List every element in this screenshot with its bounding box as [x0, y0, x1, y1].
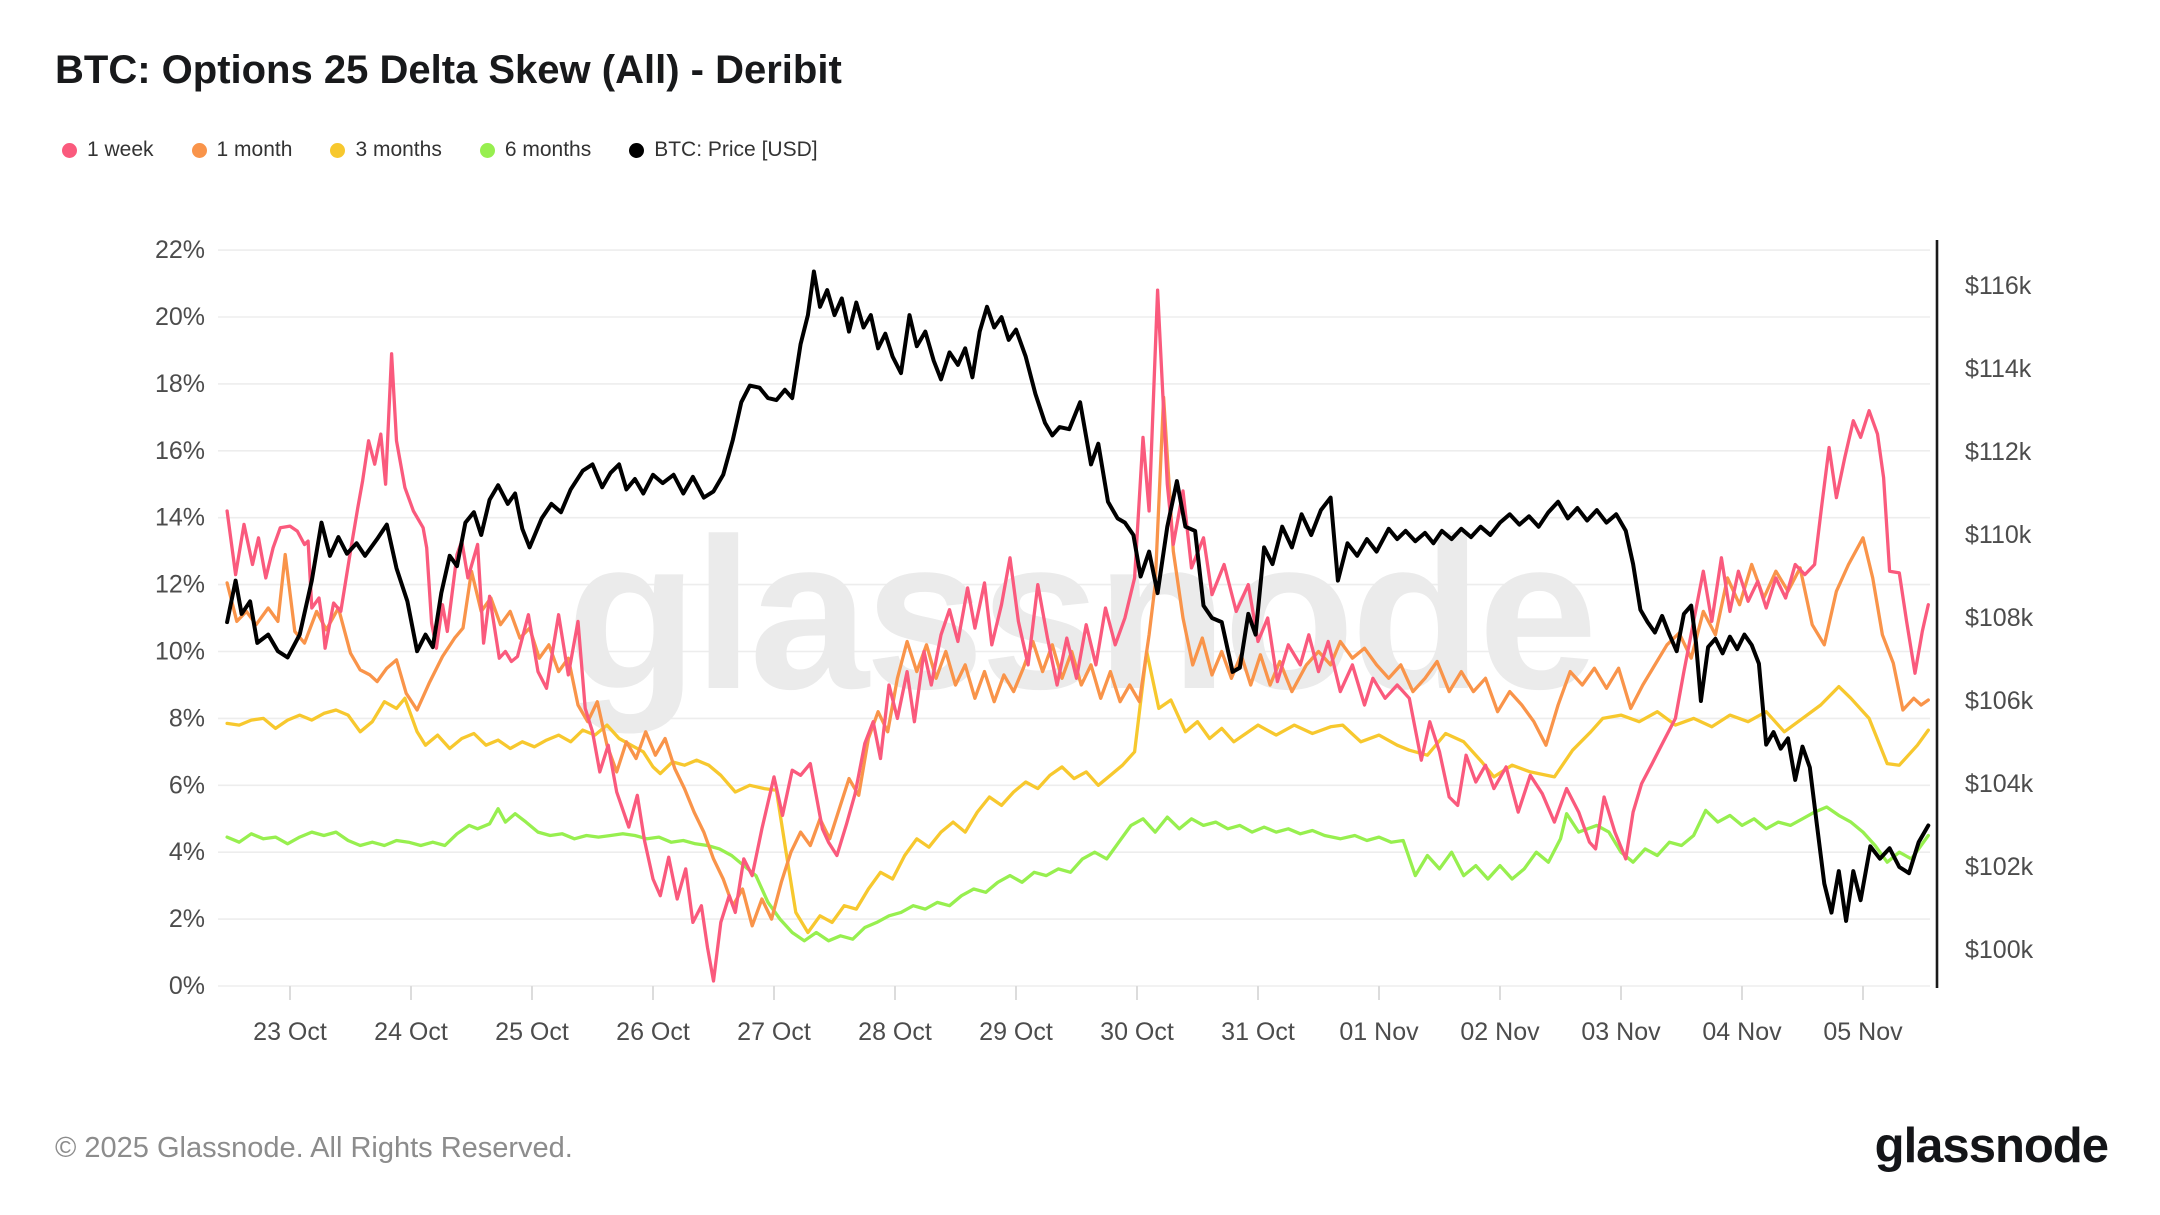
y-axis-right-label-110k: $110k — [1965, 521, 2032, 549]
y-axis-right-label-108k: $108k — [1965, 604, 2034, 632]
x-axis-label-24-Oct: 24 Oct — [374, 1018, 448, 1046]
legend-dot-icon — [479, 142, 495, 158]
legend-item-label: BTC: Price [USD] — [654, 138, 818, 161]
y-axis-left-label-20: 20% — [155, 303, 205, 331]
glassnode-watermark: glassnode — [566, 493, 1593, 734]
y-axis-left-label-16: 16% — [155, 437, 205, 465]
y-axis-left-label-8: 8% — [169, 704, 205, 732]
x-axis-label-03-Nov: 03 Nov — [1581, 1018, 1661, 1046]
y-axis-left-label-4: 4% — [169, 838, 205, 866]
y-axis-left-label-18: 18% — [155, 370, 205, 398]
x-axis-label-30-Oct: 30 Oct — [1100, 1018, 1174, 1046]
x-axis-label-27-Oct: 27 Oct — [737, 1018, 811, 1046]
y-axis-right-label-116k: $116k — [1965, 272, 2032, 300]
y-axis-right-label-114k: $114k — [1965, 355, 2032, 383]
series-line-btc-price-usd- — [225, 269, 1931, 923]
page-title: BTC: Options 25 Delta Skew (All) - Derib… — [55, 48, 842, 92]
x-axis-label-05-Nov: 05 Nov — [1823, 1018, 1903, 1046]
y-axis-right-label-102k: $102k — [1965, 853, 2034, 881]
legend-item-1-week[interactable]: 1 week — [62, 138, 154, 162]
series-line-6-months — [225, 805, 1930, 943]
x-axis-label-23-Oct: 23 Oct — [253, 1018, 327, 1046]
series-line-3-months — [225, 649, 1930, 935]
legend-dot-icon — [191, 142, 207, 158]
legend-item-label: 1 month — [216, 138, 293, 161]
y-axis-right-label-112k: $112k — [1965, 438, 2032, 466]
legend: 1 week 1 month 3 months 6 months BTC: Price … — [62, 138, 818, 162]
y-axis-left-label-12: 12% — [155, 571, 205, 599]
y-axis-right-label-100k: $100k — [1965, 936, 2034, 964]
y-axis-left-label-22: 22% — [155, 236, 205, 264]
legend-item-label: 3 months — [355, 138, 442, 161]
x-axis-label-04-Nov: 04 Nov — [1702, 1018, 1782, 1046]
legend-dot-icon — [629, 142, 645, 158]
series-line-1-week — [225, 288, 1930, 983]
legend-item-label: 1 week — [87, 138, 154, 161]
x-axis-label-31-Oct: 31 Oct — [1221, 1018, 1295, 1046]
legend-item-6-months[interactable]: 6 months — [479, 138, 592, 162]
glassnode-logo[interactable]: glassnode — [1874, 1119, 2109, 1173]
x-axis-label-02-Nov: 02 Nov — [1460, 1018, 1540, 1046]
copyright-text: © 2025 Glassnode. All Rights Reserved. — [55, 1132, 573, 1164]
y-axis-left-label-10: 10% — [155, 638, 205, 666]
y-axis-right-label-104k: $104k — [1965, 770, 2034, 798]
legend-dot-icon — [330, 142, 346, 158]
x-axis-label-26-Oct: 26 Oct — [616, 1018, 690, 1046]
y-axis-left-label-2: 2% — [169, 905, 205, 933]
legend-item-btc-price-usd-[interactable]: BTC: Price [USD] — [629, 138, 818, 162]
x-axis-label-28-Oct: 28 Oct — [858, 1018, 932, 1046]
x-axis-label-29-Oct: 29 Oct — [979, 1018, 1053, 1046]
y-axis-left-label-6: 6% — [169, 771, 205, 799]
legend-item-3-months[interactable]: 3 months — [330, 138, 442, 162]
legend-dot-icon — [62, 142, 77, 158]
y-axis-right-label-106k: $106k — [1965, 687, 2034, 715]
x-axis-label-25-Oct: 25 Oct — [495, 1018, 569, 1046]
y-axis-left-label-0: 0% — [169, 972, 205, 1000]
legend-item-1-month[interactable]: 1 month — [191, 138, 293, 162]
y-axis-left-label-14: 14% — [155, 504, 205, 532]
x-axis-label-01-Nov: 01 Nov — [1339, 1018, 1419, 1046]
legend-item-label: 6 months — [504, 138, 592, 161]
